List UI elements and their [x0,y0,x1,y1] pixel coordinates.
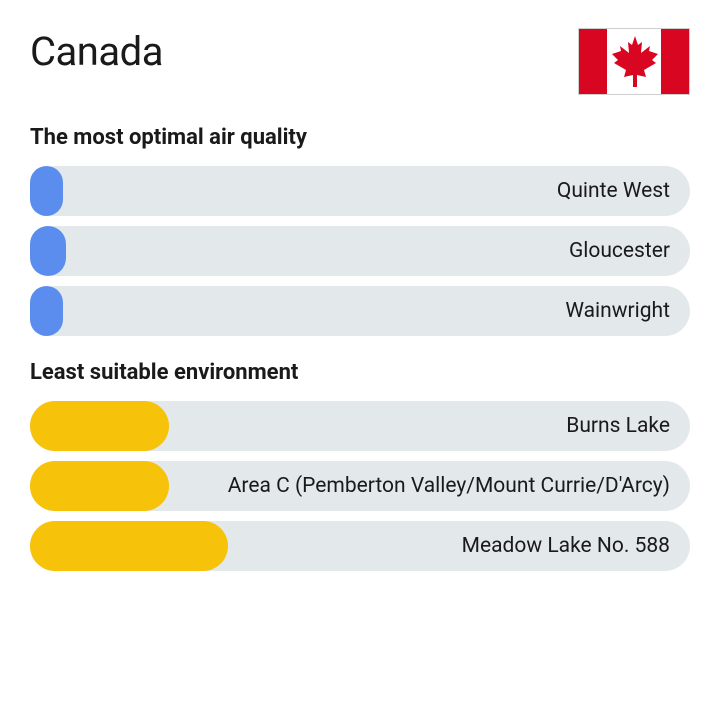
bar-label: Meadow Lake No. 588 [462,521,670,571]
sections-container: The most optimal air quality Quinte West G… [30,125,690,571]
bar-fill [30,286,63,336]
page: Canada The most optimal air quality Quint… [0,0,720,720]
canada-flag-icon [578,28,690,95]
bar-row: Wainwright [30,286,690,336]
bar-label: Gloucester [569,226,670,276]
maple-leaf-icon [607,29,663,95]
bar-fill [30,461,169,511]
header: Canada [30,28,690,95]
bar-fill [30,226,66,276]
bar-row: Gloucester [30,226,690,276]
page-title: Canada [30,28,163,75]
bar-row: Area C (Pemberton Valley/Mount Currie/D'… [30,461,690,511]
bar-fill [30,521,228,571]
bar-label: Wainwright [565,286,670,336]
bar-fill [30,166,63,216]
bar-label: Area C (Pemberton Valley/Mount Currie/D'… [228,461,670,511]
bar-fill [30,401,169,451]
bar-label: Burns Lake [566,401,670,451]
section-title: Least suitable environment [30,360,690,385]
bar-row: Burns Lake [30,401,690,451]
section-title: The most optimal air quality [30,125,690,150]
bar-row: Quinte West [30,166,690,216]
bar-row: Meadow Lake No. 588 [30,521,690,571]
section: Least suitable environment Burns Lake Area… [30,360,690,571]
section: The most optimal air quality Quinte West G… [30,125,690,336]
bar-label: Quinte West [557,166,670,216]
